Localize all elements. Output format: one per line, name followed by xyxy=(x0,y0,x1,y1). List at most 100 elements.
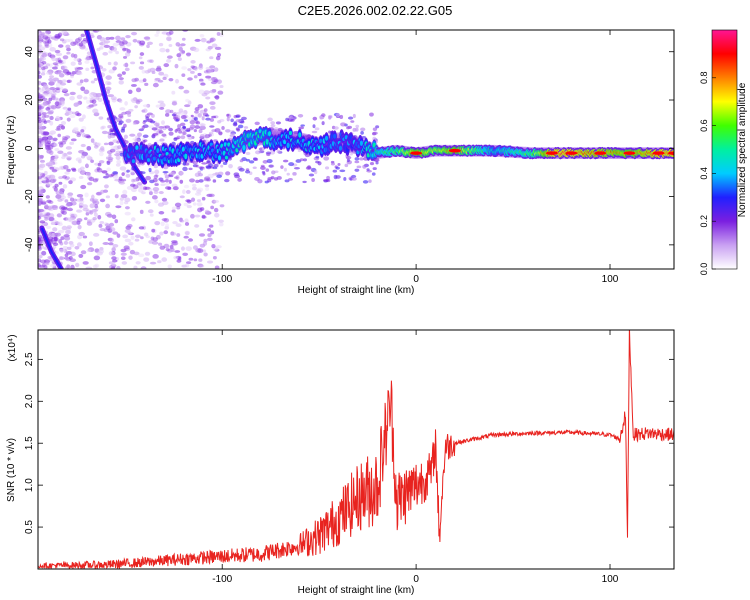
noise-dot xyxy=(119,200,124,206)
noise-dot xyxy=(69,258,76,263)
noise-dot xyxy=(120,256,126,261)
noise-dot xyxy=(333,126,339,130)
noise-dot xyxy=(149,59,154,63)
noise-dot xyxy=(267,117,273,122)
noise-dot xyxy=(118,113,124,119)
signal-peak xyxy=(410,151,423,155)
noise-dot xyxy=(210,77,216,81)
noise-dot xyxy=(199,134,205,138)
noise-dot xyxy=(319,115,324,120)
noise-dot xyxy=(42,131,50,136)
noise-dot xyxy=(43,120,48,124)
noise-dot xyxy=(188,167,193,171)
noise-dot xyxy=(204,184,210,188)
noise-dot xyxy=(124,51,131,57)
noise-dot xyxy=(192,245,198,250)
noise-dot xyxy=(369,112,374,117)
noise-dot xyxy=(56,213,63,218)
noise-dot xyxy=(38,208,41,214)
noise-dot xyxy=(67,151,73,155)
noise-dot xyxy=(96,142,102,147)
noise-dot xyxy=(321,121,325,126)
noise-dot xyxy=(92,217,97,221)
noise-dot xyxy=(76,82,83,86)
x-tick-label: 100 xyxy=(602,274,619,285)
noise-dot xyxy=(337,163,341,166)
noise-dot xyxy=(204,209,210,214)
noise-dot xyxy=(198,258,203,262)
noise-dot xyxy=(70,213,75,218)
noise-dot xyxy=(142,78,147,83)
noise-dot xyxy=(62,184,68,189)
noise-dot xyxy=(323,179,330,182)
noise-dot xyxy=(225,129,231,133)
noise-dot xyxy=(206,260,214,264)
noise-dot xyxy=(209,105,216,110)
noise-dot xyxy=(98,223,103,228)
noise-dot xyxy=(115,155,121,160)
noise-dot xyxy=(163,230,169,235)
noise-dot xyxy=(41,86,46,91)
noise-dot xyxy=(166,36,172,42)
noise-dot xyxy=(208,193,215,198)
noise-dot xyxy=(98,160,105,164)
noise-dot xyxy=(230,118,234,123)
noise-dot xyxy=(107,125,112,129)
noise-dot xyxy=(182,189,186,195)
noise-dot xyxy=(297,149,302,153)
noise-dot xyxy=(95,191,102,196)
noise-dot xyxy=(212,166,218,170)
noise-dot xyxy=(61,152,69,158)
noise-dot xyxy=(71,168,77,172)
noise-dot xyxy=(366,168,370,171)
noise-dot xyxy=(144,82,149,87)
noise-dot xyxy=(190,70,195,74)
noise-dot xyxy=(210,230,215,235)
noise-dot xyxy=(156,65,161,70)
noise-dot xyxy=(103,142,109,146)
noise-dot xyxy=(58,123,64,128)
noise-dot xyxy=(237,124,244,129)
noise-dot xyxy=(165,109,172,114)
noise-dot xyxy=(355,127,359,132)
noise-dot xyxy=(66,246,72,251)
noise-dot xyxy=(120,248,127,253)
noise-dot xyxy=(114,153,121,157)
noise-dot xyxy=(40,126,45,131)
noise-dot xyxy=(70,138,77,142)
noise-dot xyxy=(57,70,63,75)
noise-dot xyxy=(276,149,281,154)
noise-dot xyxy=(308,173,315,177)
noise-dot xyxy=(55,82,61,88)
noise-dot xyxy=(302,158,307,162)
noise-dot xyxy=(266,153,271,157)
noise-dot xyxy=(174,250,181,253)
noise-dot xyxy=(191,197,196,202)
noise-dot xyxy=(121,71,126,75)
noise-dot xyxy=(196,189,202,194)
spectrogram-y-ticks: -40 -20 0 20 40 xyxy=(24,46,674,252)
noise-dot xyxy=(179,179,184,184)
x-tick-label: -100 xyxy=(212,574,232,585)
snr-line xyxy=(38,330,674,569)
noise-dot xyxy=(64,236,71,241)
noise-dot xyxy=(154,169,160,175)
noise-dot xyxy=(55,194,62,199)
noise-dot xyxy=(168,179,172,184)
noise-dot xyxy=(55,52,63,57)
noise-dot xyxy=(193,258,198,262)
noise-dot xyxy=(46,135,53,141)
noise-dot xyxy=(192,183,197,187)
noise-dot xyxy=(53,236,58,242)
noise-dot xyxy=(38,122,43,126)
noise-dot xyxy=(38,179,43,185)
noise-dot xyxy=(76,194,84,198)
noise-dot xyxy=(158,242,163,246)
noise-dot xyxy=(177,124,181,129)
noise-dot xyxy=(174,202,182,208)
noise-dot xyxy=(92,209,97,214)
noise-dot xyxy=(128,108,134,112)
noise-dot xyxy=(197,112,203,118)
noise-dot xyxy=(345,155,352,160)
noise-dot xyxy=(115,50,119,55)
